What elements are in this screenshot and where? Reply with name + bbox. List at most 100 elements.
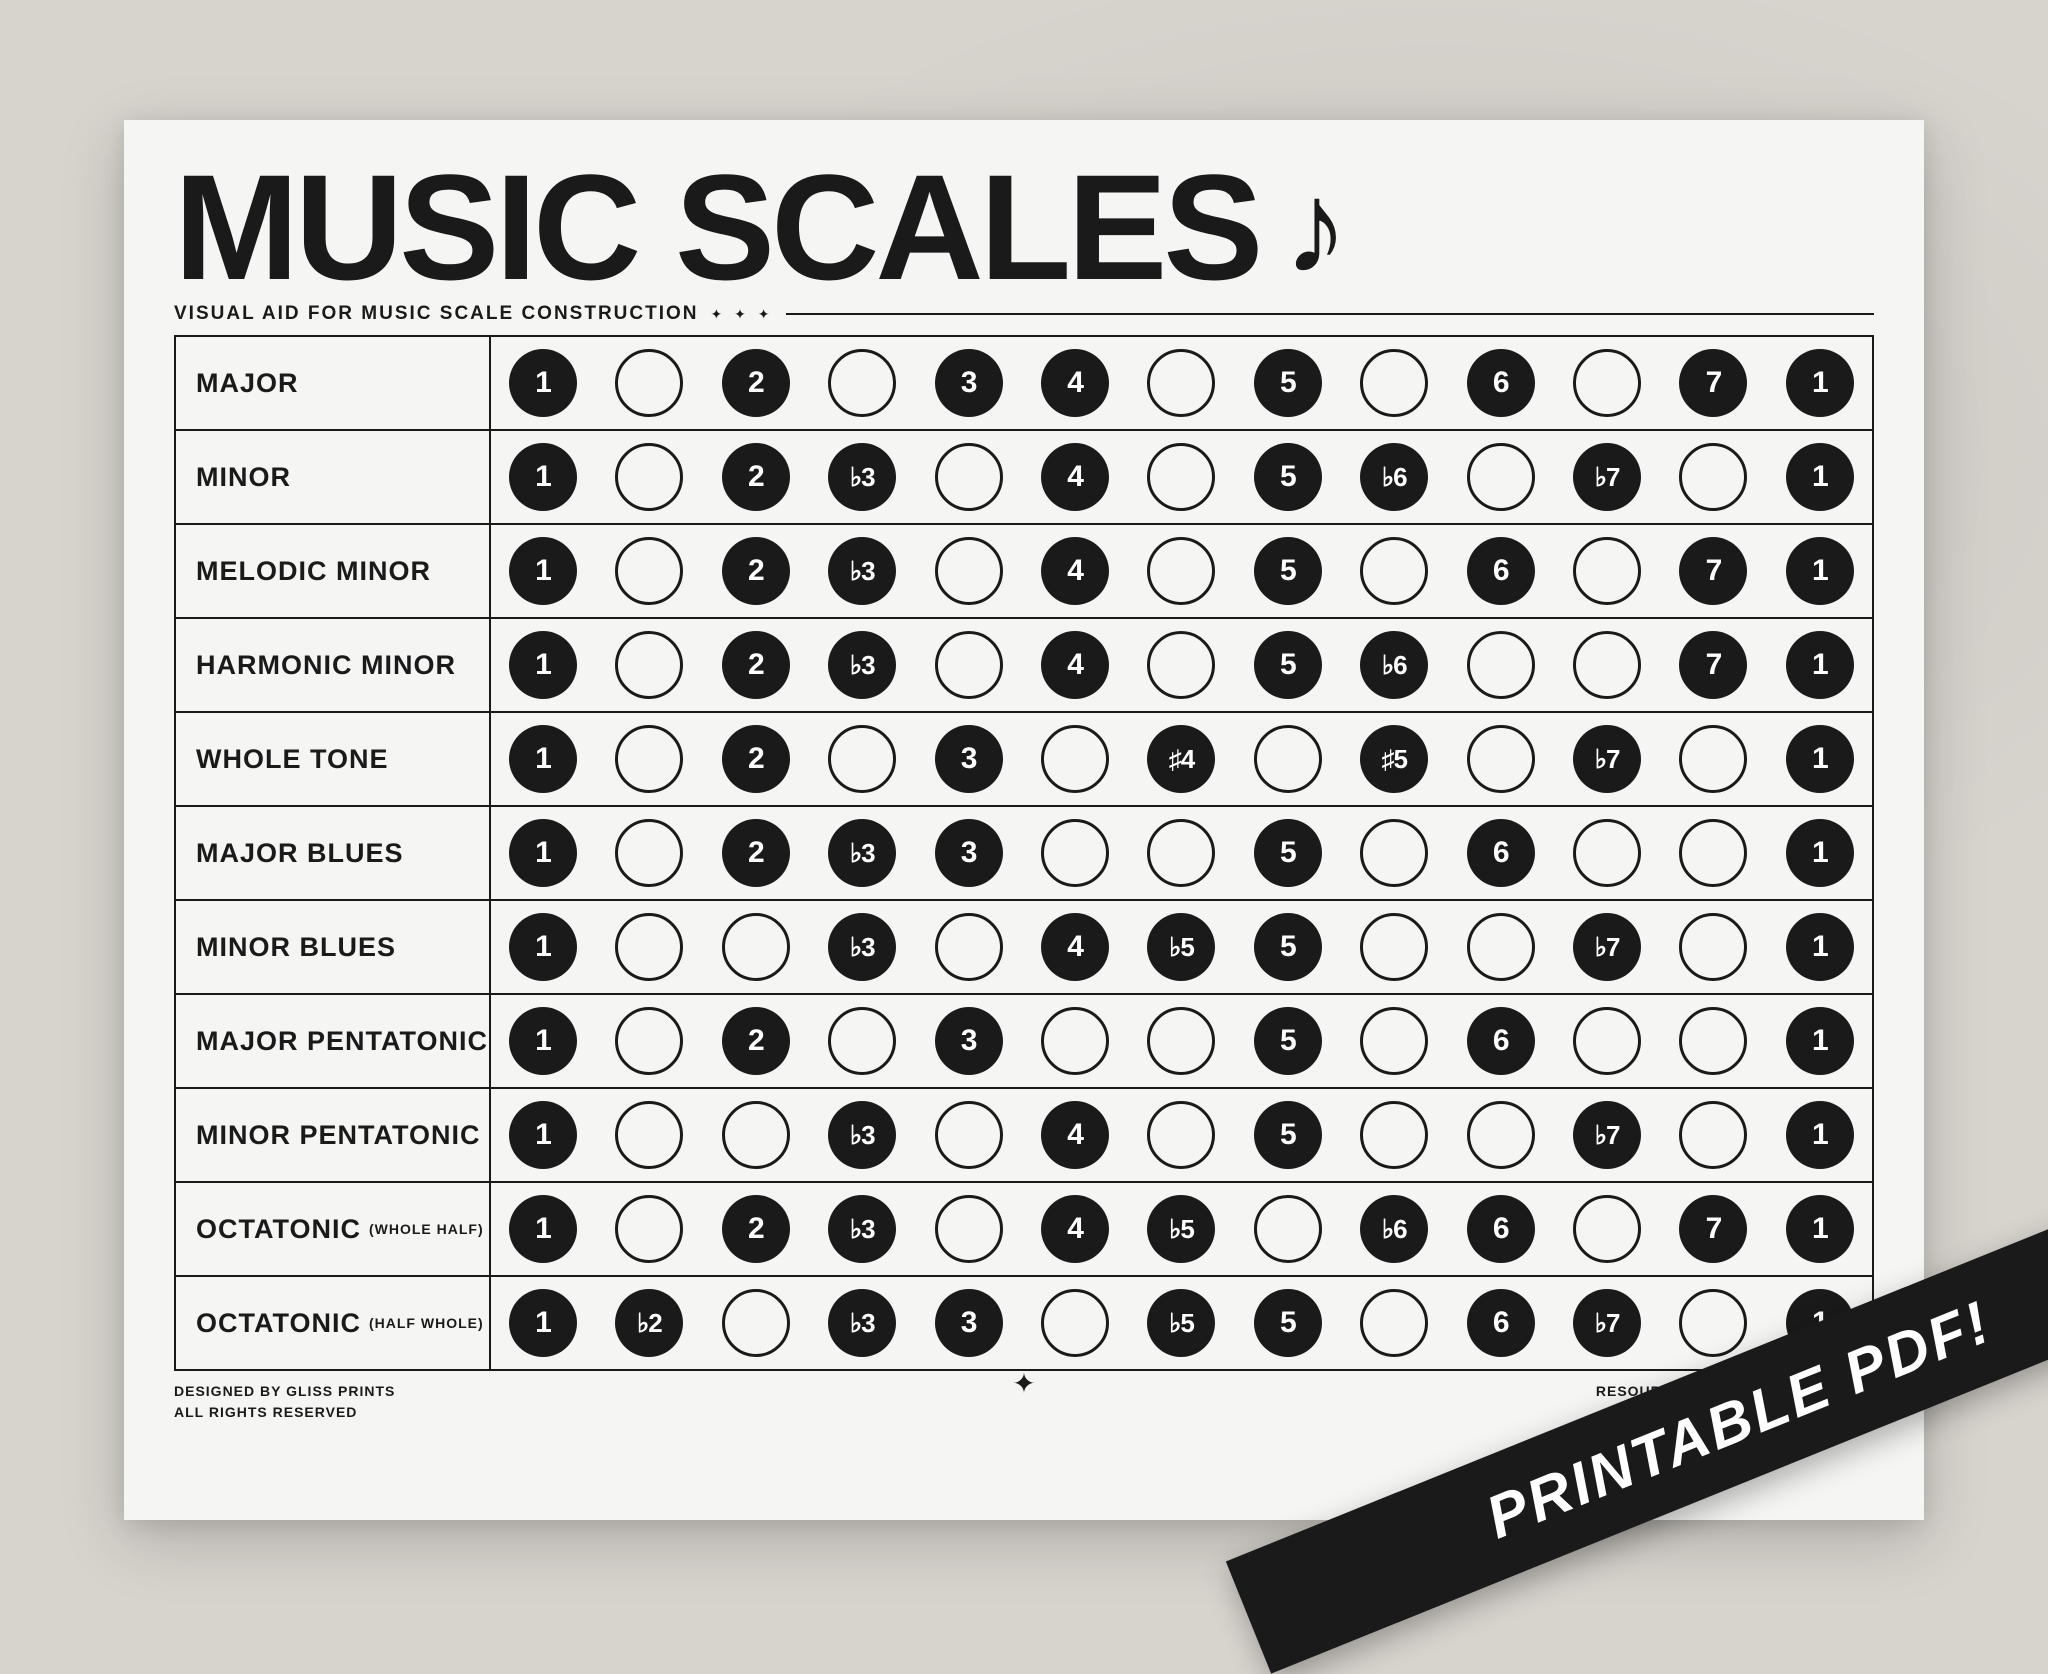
scale-label-cell: MINOR BLUES [176,901,491,993]
scale-degree-dot: 7 [1679,537,1747,605]
scale-degree-dot: 1 [1786,1195,1854,1263]
empty-dot [1360,1101,1428,1169]
scale-degree-dot: 1 [509,537,577,605]
sparkle-icons: ✦ ✦ ✦ [711,306,774,323]
scale-name: MAJOR BLUES [196,838,404,869]
scale-degree-dot: 7 [1679,349,1747,417]
scale-degree-dot: 2 [722,443,790,511]
title-row: MUSIC SCALES ♪ [174,160,1874,295]
degree-label: ♭7 [1595,462,1620,493]
scale-degree-dot: ♯5 [1360,725,1428,793]
scale-row: MAJOR12345671 [176,337,1872,431]
scale-degree-dot: 7 [1679,1195,1747,1263]
scale-degree-dot: 6 [1467,819,1535,887]
degree-label: ♯5 [1382,744,1407,775]
empty-dot [1041,819,1109,887]
scale-name: MELODIC MINOR [196,556,431,587]
scale-degree-dot: 2 [722,349,790,417]
degree-label: 1 [1812,1024,1828,1058]
empty-dot [1679,819,1747,887]
scale-degree-dot: 1 [509,1007,577,1075]
scale-degree-dot: ♭7 [1573,725,1641,793]
scale-label-cell: MINOR PENTATONIC [176,1089,491,1181]
degree-label: 1 [535,1306,551,1340]
degree-label: 2 [748,742,764,776]
empty-dot [1467,443,1535,511]
degree-label: 6 [1493,836,1509,870]
degree-label: ♭7 [1595,1308,1620,1339]
scale-degree-dot: 3 [935,349,1003,417]
scale-degree-dot: 6 [1467,537,1535,605]
scale-name: MAJOR PENTATONIC [196,1026,488,1057]
empty-dot [935,443,1003,511]
degree-label: ♭7 [1595,744,1620,775]
empty-dot [1679,1007,1747,1075]
poster: MUSIC SCALES ♪ VISUAL AID FOR MUSIC SCAL… [124,120,1924,1520]
degree-label: 7 [1706,1212,1722,1246]
degree-label: 6 [1493,1306,1509,1340]
scale-degree-dot: 6 [1467,349,1535,417]
scale-degree-dot: 1 [509,443,577,511]
scale-degree-dot: 3 [935,819,1003,887]
scale-label-cell: WHOLE TONE [176,713,491,805]
empty-dot [1041,1289,1109,1357]
degree-label: 1 [535,648,551,682]
scale-name: OCTATONIC [196,1214,361,1245]
empty-dot [935,631,1003,699]
scale-dots: 12♭34♭5♭6671 [491,1183,1872,1275]
empty-dot [935,537,1003,605]
scale-degree-dot: ♭7 [1573,913,1641,981]
empty-dot [615,725,683,793]
brand-name: GLISS PRINTS [286,1383,395,1399]
degree-label: 4 [1067,930,1083,964]
scale-label-cell: MAJOR BLUES [176,807,491,899]
empty-dot [1360,1289,1428,1357]
degree-label: 7 [1706,366,1722,400]
scale-degree-dot: 1 [509,1101,577,1169]
scale-degree-dot: 2 [722,1007,790,1075]
degree-label: 6 [1493,1212,1509,1246]
empty-dot [1147,819,1215,887]
scale-degree-dot: 5 [1254,913,1322,981]
empty-dot [828,725,896,793]
scale-dots: 1♭345♭71 [491,1089,1872,1181]
scale-degree-dot: 5 [1254,1289,1322,1357]
degree-label: 6 [1493,366,1509,400]
scale-degree-dot: 4 [1041,349,1109,417]
subtitle-rule [786,313,1875,315]
empty-dot [1360,349,1428,417]
empty-dot [1360,819,1428,887]
scale-degree-dot: 1 [1786,913,1854,981]
empty-dot [828,1007,896,1075]
scale-degree-dot: ♭3 [828,537,896,605]
scale-dots: 12♭345671 [491,525,1872,617]
scale-row: HARMONIC MINOR12♭345♭671 [176,619,1872,713]
scale-row: MINOR PENTATONIC 1♭345♭71 [176,1089,1872,1183]
scale-row: MAJOR BLUES12♭33561 [176,807,1872,901]
scale-degree-dot: 1 [1786,349,1854,417]
scale-degree-dot: 5 [1254,631,1322,699]
degree-label: 4 [1067,554,1083,588]
scale-degree-dot: 6 [1467,1289,1535,1357]
degree-label: 3 [961,836,977,870]
scale-degree-dot: 3 [935,1289,1003,1357]
empty-dot [1041,725,1109,793]
scale-degree-dot: 5 [1254,443,1322,511]
degree-label: 1 [535,1118,551,1152]
scale-degree-dot: 3 [935,1007,1003,1075]
empty-dot [722,1289,790,1357]
empty-dot [1679,1289,1747,1357]
degree-label: 7 [1706,554,1722,588]
scale-name: MINOR PENTATONIC [196,1120,481,1151]
scale-degree-dot: 4 [1041,1195,1109,1263]
scale-degree-dot: 4 [1041,1101,1109,1169]
degree-label: 5 [1280,1306,1296,1340]
empty-dot [1679,443,1747,511]
empty-dot [1360,537,1428,605]
degree-label: 2 [748,366,764,400]
empty-dot [1147,1007,1215,1075]
degree-label: 1 [535,836,551,870]
degree-label: 1 [535,554,551,588]
empty-dot [1147,1101,1215,1169]
scale-row: OCTATONIC(HALF WHOLE)1♭2♭33♭556♭71 [176,1277,1872,1371]
